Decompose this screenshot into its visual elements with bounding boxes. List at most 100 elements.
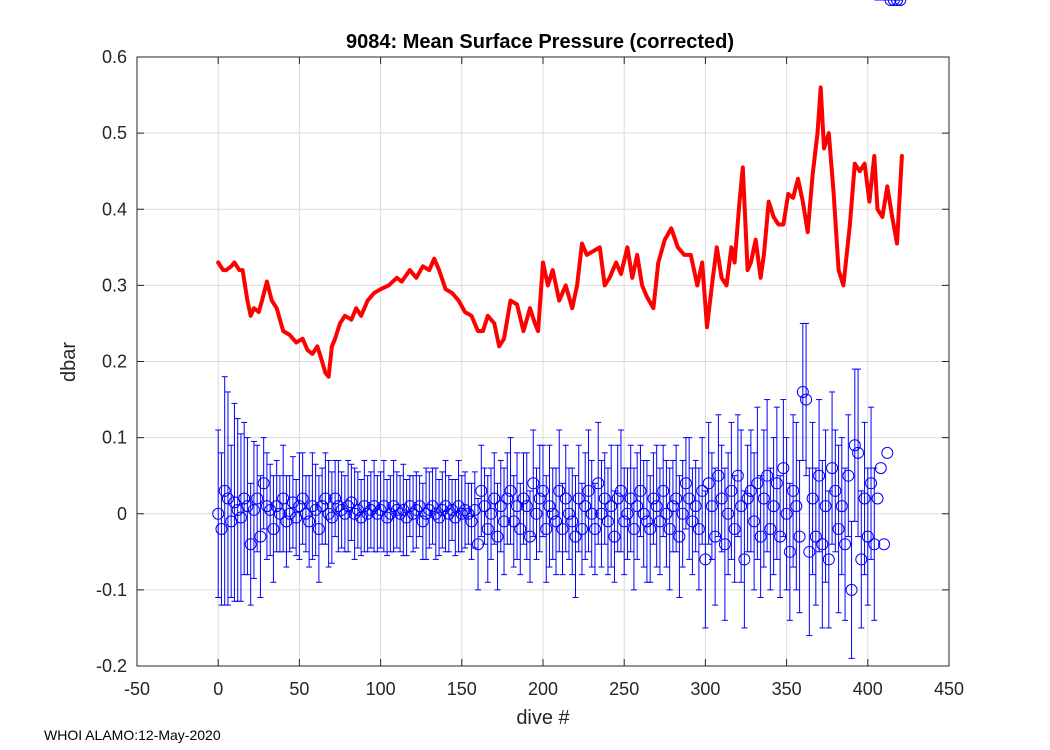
data-point-marker (251, 492, 264, 505)
data-point-marker (744, 484, 757, 497)
error-bar-point (403, 475, 416, 538)
error-bar-point (631, 452, 644, 560)
x-tick-label: 200 (528, 679, 558, 699)
error-bar-point (696, 437, 709, 545)
error-bar-point (884, 0, 897, 6)
data-point-marker (455, 507, 468, 520)
data-point-marker (624, 492, 637, 505)
error-bar-point (498, 467, 511, 576)
error-bar-point (731, 414, 744, 538)
error-bar-point (748, 452, 761, 591)
error-bar-point (644, 475, 657, 583)
error-bar-point (767, 437, 780, 576)
error-bar-point (891, 0, 904, 6)
data-point-marker (390, 503, 403, 516)
error-bar-point (845, 520, 858, 659)
error-bar-point (569, 475, 582, 598)
error-bar-point (754, 475, 767, 598)
x-tick-label: 150 (447, 679, 477, 699)
error-bar-point (816, 459, 829, 629)
error-bar-point (605, 444, 618, 568)
data-point-marker (826, 462, 839, 475)
data-point-marker (757, 492, 770, 505)
data-point-marker (858, 492, 871, 505)
error-bar-point (465, 482, 478, 560)
error-bar-point (355, 478, 368, 557)
x-tick-label: 350 (772, 679, 802, 699)
tick-marks (136, 56, 950, 667)
error-bar-point (624, 444, 637, 553)
data-point-marker (494, 500, 507, 513)
error-bar-point (488, 452, 501, 545)
data-point-marker (855, 553, 868, 566)
error-bar-point (218, 376, 231, 606)
error-bar-point (679, 437, 692, 530)
error-bar-point (735, 429, 748, 583)
data-point-marker (582, 484, 595, 497)
error-bar-point (267, 475, 280, 583)
data-point-marker (436, 503, 449, 516)
error-bar-point (325, 471, 338, 564)
data-point-marker (806, 492, 819, 505)
error-bar-point (783, 482, 796, 621)
data-point-marker (423, 503, 436, 516)
error-bar-point (852, 368, 865, 538)
data-point-marker (267, 522, 280, 535)
data-point-marker (247, 503, 260, 516)
error-bar-point (270, 459, 283, 553)
error-bar-point (562, 467, 575, 560)
data-point-marker (368, 500, 381, 513)
data-point-marker (601, 515, 614, 528)
data-point-marker (621, 507, 634, 520)
data-point-marker (676, 507, 689, 520)
error-bar-point (718, 467, 731, 621)
error-bar-point (244, 482, 257, 606)
data-point-marker (777, 462, 790, 475)
data-point-marker (322, 507, 335, 520)
data-point-marker (241, 500, 254, 513)
data-point-marker (725, 484, 738, 497)
y-tick-label: 0.3 (102, 275, 127, 295)
error-bar-point (842, 414, 855, 538)
error-bar-point (722, 452, 735, 576)
data-point-marker (293, 500, 306, 513)
data-point-marker (614, 484, 627, 497)
data-point-marker (598, 492, 611, 505)
data-point-marker (270, 500, 283, 513)
error-bar-point (692, 467, 705, 591)
data-point-marker (894, 0, 907, 6)
data-point-marker (579, 500, 592, 513)
error-bar-point (715, 444, 728, 553)
error-bar-point (611, 444, 624, 553)
data-point-marker (809, 530, 822, 543)
x-axis-label: dive # (516, 707, 570, 729)
error-bar-point (777, 399, 790, 538)
error-bar-point (780, 437, 793, 591)
error-bar-point (215, 452, 228, 606)
data-point-marker (670, 492, 683, 505)
error-bar-point (575, 482, 588, 576)
error-bar-point (819, 429, 832, 583)
data-point-marker (234, 511, 247, 524)
data-point-marker (822, 553, 835, 566)
data-point-marker (679, 477, 692, 490)
error-bar-point (660, 459, 673, 568)
error-bar-point (494, 459, 507, 553)
error-bar-point (507, 475, 520, 568)
error-bar-point (881, 0, 894, 459)
error-bar-point (234, 433, 247, 602)
data-point-marker (403, 500, 416, 513)
data-point-marker (491, 530, 504, 543)
error-bar-point (666, 459, 679, 553)
error-bar-point (221, 391, 234, 606)
data-point-marker (845, 583, 858, 596)
data-point-marker (800, 393, 813, 406)
error-bar-point (345, 463, 358, 541)
error-bar-point (283, 475, 296, 553)
data-point-marker (783, 545, 796, 558)
error-bar-point (592, 421, 605, 545)
data-point-marker (546, 507, 559, 520)
y-tick-label: -0.1 (96, 580, 127, 600)
error-bar-point (634, 444, 647, 538)
error-bar-point (601, 467, 614, 576)
